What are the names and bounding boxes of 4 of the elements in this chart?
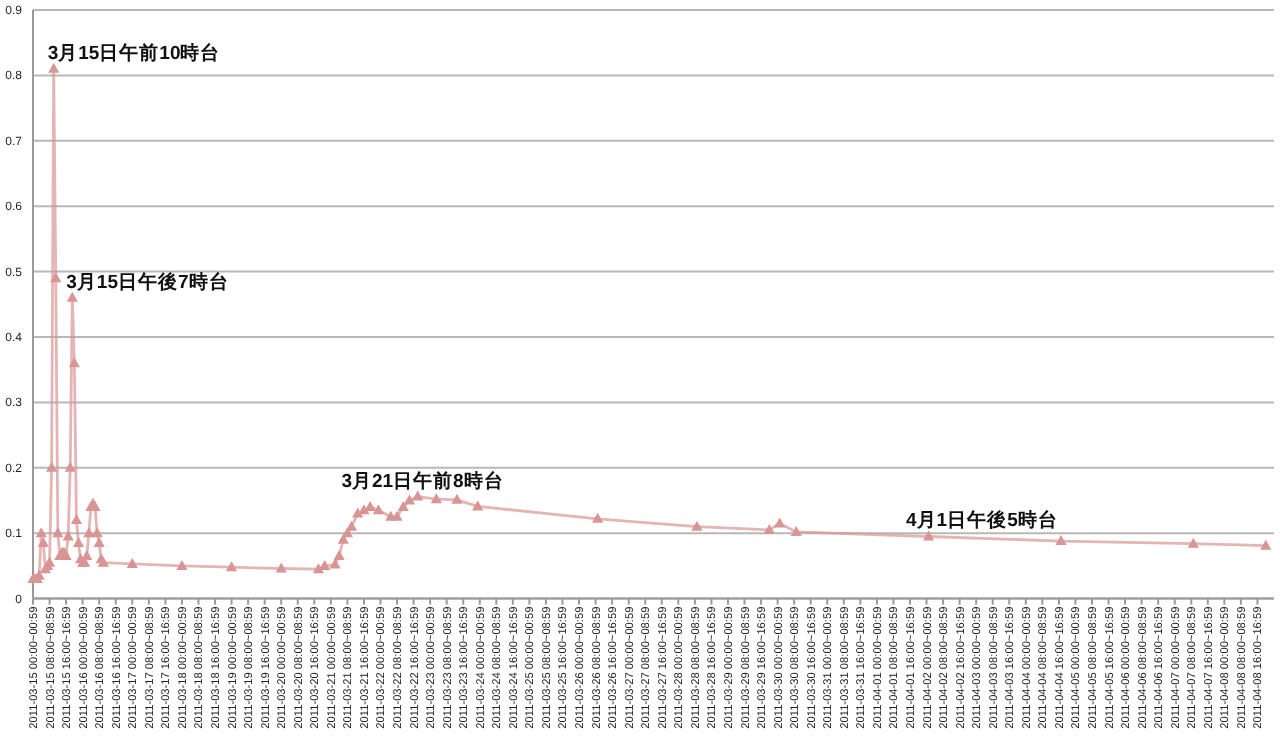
annotation: 3月15日午前10時台 [47,40,221,65]
annotation: 3月15日午後7時台 [66,269,229,294]
annotation: 4月1日午後5時台 [906,507,1058,532]
annotation: 3月21日午前8時台 [341,468,504,493]
